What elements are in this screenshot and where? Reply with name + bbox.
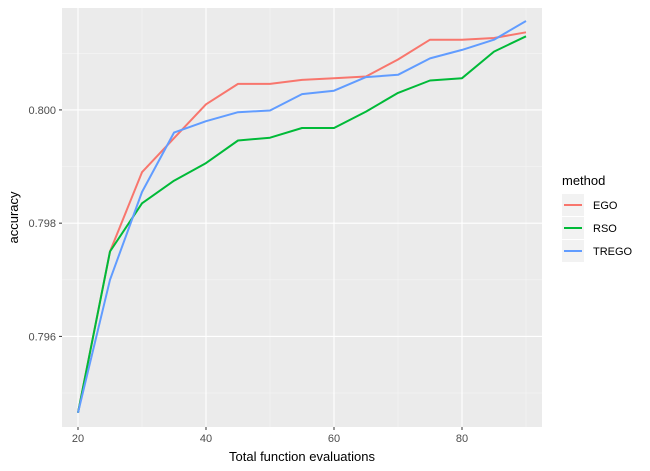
- series-lines: [77, 20, 527, 414]
- series-line-rso: [77, 35, 527, 413]
- y-tick-label: 0.798: [28, 218, 56, 230]
- legend-title: method: [562, 173, 605, 188]
- y-tick-label: 0.800: [28, 105, 56, 117]
- legend-items: EGO RSO TREGO: [562, 194, 633, 262]
- x-axis: 20 40 60 80: [72, 427, 468, 445]
- x-axis-title: Total function evaluations: [229, 449, 375, 464]
- x-tick-label: 60: [328, 433, 340, 445]
- y-axis: 0.796 0.798 0.800: [28, 105, 62, 343]
- x-tick-label: 80: [456, 433, 468, 445]
- x-tick-label: 40: [200, 433, 212, 445]
- legend-label-ego: EGO: [593, 200, 618, 212]
- series-line-ego: [77, 31, 527, 413]
- legend: method EGO RSO TREGO: [562, 173, 633, 262]
- legend-label-trego: TREGO: [593, 246, 633, 258]
- y-axis-title: accuracy: [6, 191, 21, 244]
- x-tick-label: 20: [72, 433, 84, 445]
- series-line-trego: [77, 20, 527, 414]
- y-tick-label: 0.796: [28, 331, 56, 343]
- legend-label-rso: RSO: [593, 223, 617, 235]
